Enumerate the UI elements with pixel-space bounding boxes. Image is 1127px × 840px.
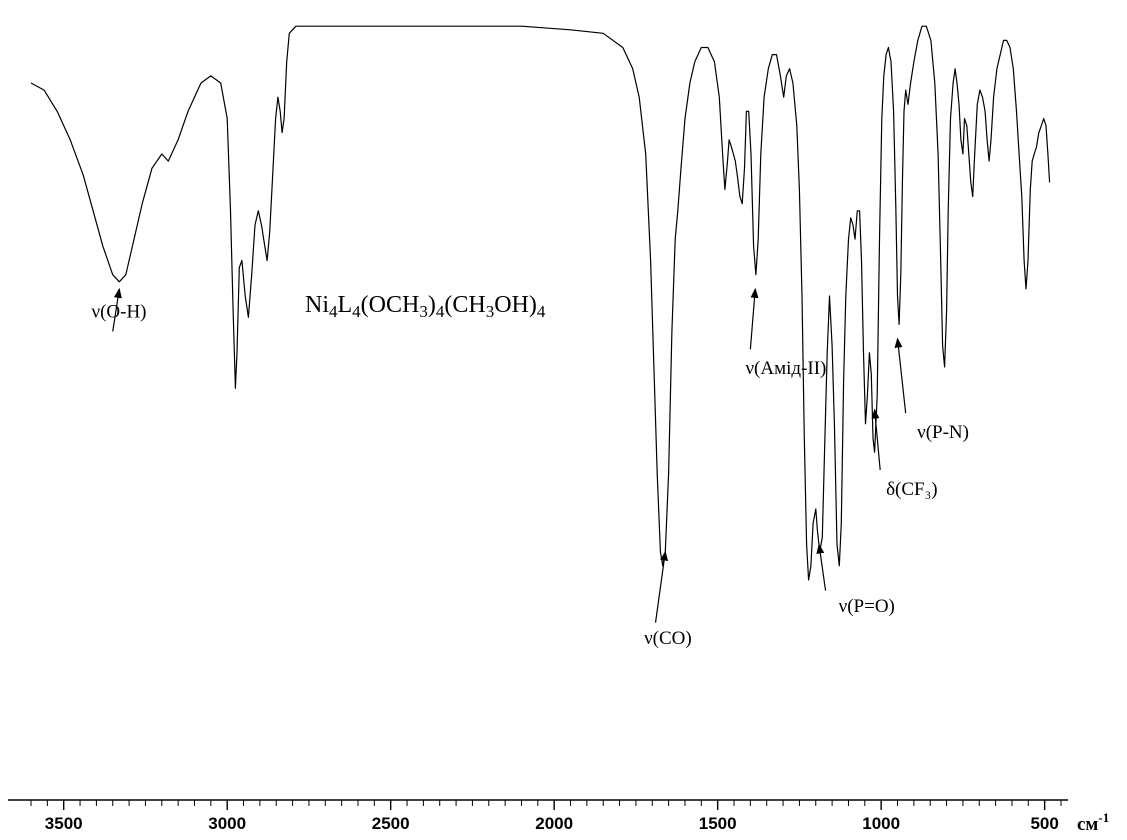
x-tick-label: 1000 (862, 814, 900, 833)
peak-annotation-label: ν(O-H) (91, 301, 146, 322)
annotation-layer: ν(O-H) ν(CO) ν(Амід-ІІ) ν(P=O) δ(CF₃) ν(P-N) (91, 287, 969, 649)
annotation-arrow (112, 287, 122, 332)
peak-annotation-label: ν(P=O) (839, 596, 895, 617)
x-tick-label: 2500 (372, 814, 410, 833)
annotation-arrow (816, 543, 827, 591)
peak-annotation-label: ν(P-N) (917, 422, 969, 443)
peak-annotation-label: ν(Амід-ІІ) (745, 358, 826, 379)
annotation-arrow (871, 408, 881, 471)
spectrum-line-0 (30, 25, 1051, 581)
x-tick-label: 500 (1030, 814, 1058, 833)
spectrum-layer (30, 25, 1051, 581)
x-tick-label: 1500 (699, 814, 737, 833)
x-tick-label: 2000 (535, 814, 573, 833)
x-tick-label: 3500 (45, 814, 83, 833)
annotation-arrow (654, 550, 669, 623)
x-axis-unit-label: см-1 (1077, 810, 1109, 835)
x-axis: 3500 3000 2500 2000 1500 1000 500 (8, 799, 1068, 833)
annotation-arrow (749, 287, 759, 350)
peak-annotation-label: ν(CO) (644, 628, 692, 649)
x-tick-label: 3000 (208, 814, 246, 833)
compound-label: Ni4L4(OCH3)4(CH3OH)4 (305, 292, 546, 321)
peak-annotation-label: δ(CF₃) (886, 479, 937, 500)
annotation-arrow (894, 337, 907, 414)
